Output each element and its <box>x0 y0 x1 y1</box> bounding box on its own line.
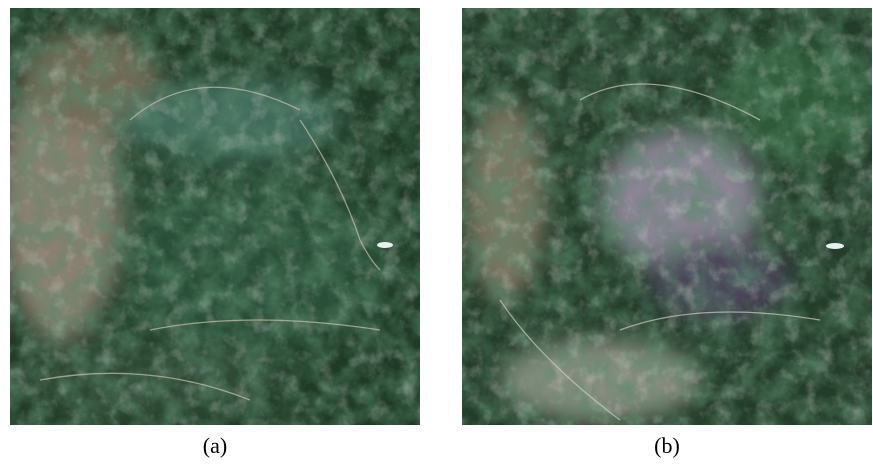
satellite-image-b <box>462 8 872 425</box>
caption-b: (b) <box>654 433 680 458</box>
satellite-image-a <box>10 8 420 425</box>
caption-a: (a) <box>203 433 227 458</box>
